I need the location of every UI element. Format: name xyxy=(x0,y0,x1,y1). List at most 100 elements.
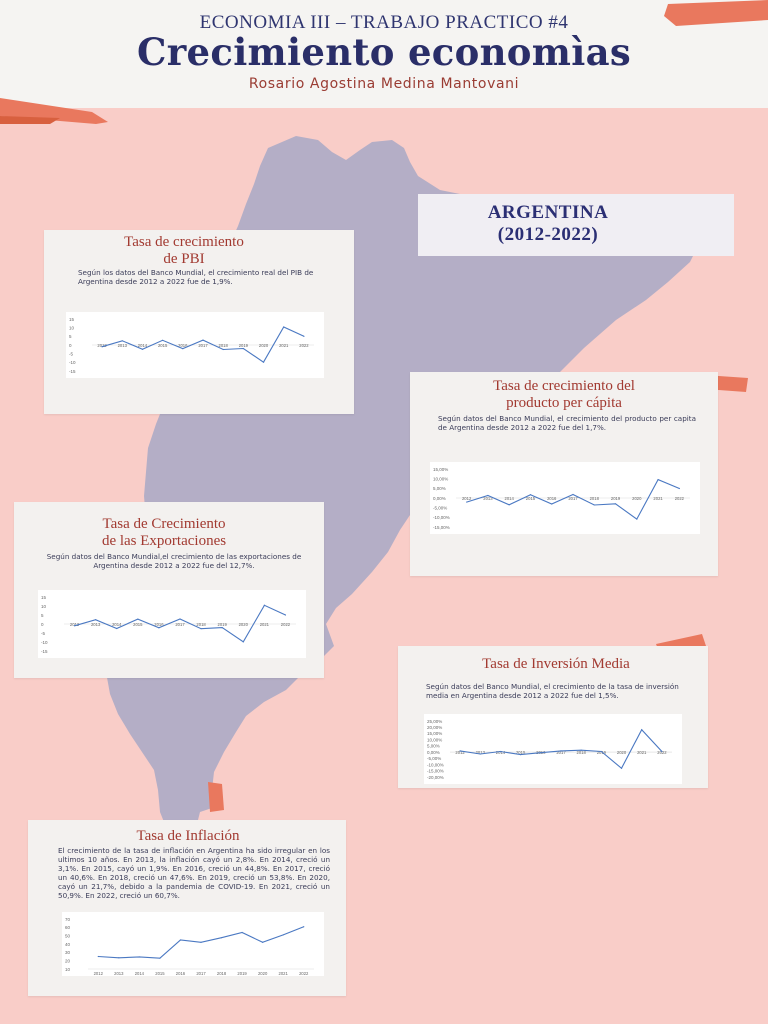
x-tick-label: 2022 xyxy=(299,343,309,348)
card-exports-title-2: de las Exportaciones xyxy=(101,533,227,549)
country-box: ARGENTINA (2012-2022) xyxy=(418,194,734,256)
x-tick-label: 2014 xyxy=(138,343,148,348)
x-tick-label: 2017 xyxy=(196,971,206,976)
card-pbi-title-1: Tasa de crecimiento xyxy=(124,234,244,250)
tape-inflation xyxy=(208,782,224,812)
data-point xyxy=(636,518,638,520)
x-tick-label: 2012 xyxy=(455,750,465,755)
data-point xyxy=(179,618,181,620)
y-tick-label: -15,00% xyxy=(433,525,450,530)
data-point xyxy=(202,339,204,341)
data-point xyxy=(262,941,264,943)
y-tick-label: 30 xyxy=(65,950,71,955)
card-inflation-title: Tasa de Inflación xyxy=(136,828,240,844)
y-tick-label: 5,00% xyxy=(427,744,440,749)
data-point xyxy=(200,628,202,630)
y-tick-label: 15 xyxy=(69,317,75,322)
x-tick-label: 2015 xyxy=(158,343,168,348)
data-point xyxy=(614,503,617,505)
card-inflation-text: El crecimiento de la tasa de inflación e… xyxy=(58,846,330,900)
y-tick-label: 5,00% xyxy=(433,486,446,491)
x-tick-label: 2019 xyxy=(597,750,607,755)
x-tick-label: 2019 xyxy=(218,622,228,627)
chart-exports: 15 10 5 0 -5 -10 -15 2012 2013 2014 2015 2016 2017 20… xyxy=(38,590,306,658)
x-tick-label: 2019 xyxy=(611,496,621,501)
y-tick-label: 70 xyxy=(65,917,71,922)
y-tick-label: -10 xyxy=(41,640,48,645)
x-tick-label: 2017 xyxy=(556,750,566,755)
data-point xyxy=(657,479,659,481)
y-tick-label: 0,00% xyxy=(433,496,446,501)
x-tick-label: 2021 xyxy=(279,971,289,976)
y-tick-label: 50 xyxy=(65,933,71,938)
x-tick-label: 2015 xyxy=(133,622,143,627)
data-point xyxy=(138,956,140,958)
tape-top-right xyxy=(664,0,768,26)
x-tick-label: 2020 xyxy=(239,622,249,627)
x-tick-label: 2013 xyxy=(476,750,486,755)
data-point xyxy=(242,641,244,643)
y-tick-label: 0 xyxy=(69,343,72,348)
y-tick-label: 10 xyxy=(69,325,75,330)
x-tick-label: 2013 xyxy=(118,343,128,348)
x-tick-label: 2017 xyxy=(568,496,578,501)
card-exports-text: Según datos del Banco Mundial,el crecimi… xyxy=(46,552,302,570)
y-tick-label: 10 xyxy=(41,604,47,609)
y-tick-label: -15 xyxy=(69,369,76,374)
chart-investment: 25,00% 20,00% 15,00% 10,00% 5,00% 0,00% -5,00%… xyxy=(424,714,682,784)
y-tick-label: 10,00% xyxy=(433,476,448,481)
data-point xyxy=(661,750,663,753)
x-tick-label: 2014 xyxy=(496,750,506,755)
data-point xyxy=(560,750,562,752)
author-name: Rosario Agostina Medina Mantovani xyxy=(248,76,520,92)
y-tick-label: 0 xyxy=(41,622,44,627)
x-tick-label: 2016 xyxy=(178,343,188,348)
card-investment-text: Según datos del Banco Mundial, el crecim… xyxy=(426,682,679,700)
card-per-capita-text: Según datos del Banco Mundial, el crecim… xyxy=(438,414,696,432)
x-tick-label: 2018 xyxy=(219,343,229,348)
data-point xyxy=(182,348,184,350)
x-tick-label: 2017 xyxy=(175,622,185,627)
data-point xyxy=(600,750,602,753)
data-point xyxy=(179,939,182,941)
y-tick-label: 5 xyxy=(69,334,72,339)
x-tick-label: 2016 xyxy=(154,622,164,627)
chart-exports-svg: 15 10 5 0 -5 -10 -15 2012 2013 2014 2015 2016 2017 20… xyxy=(41,595,296,654)
x-tick-label: 2021 xyxy=(279,343,289,348)
y-tick-label: -10 xyxy=(69,360,76,365)
x-tick-label: 2015 xyxy=(516,750,526,755)
data-point xyxy=(580,749,582,751)
data-point xyxy=(222,348,224,351)
data-point xyxy=(158,627,160,629)
y-tick-label: 20 xyxy=(65,958,71,963)
data-point xyxy=(282,934,284,936)
card-per-capita-title-1: Tasa de crecimiento del xyxy=(493,378,635,394)
data-point xyxy=(137,618,139,620)
y-tick-label: 25,00% xyxy=(427,719,442,724)
chart-per-capita-svg: 15,00% 10,00% 5,00% 0,00% -5,00% -10,00% -15,0… xyxy=(433,467,690,530)
data-point xyxy=(162,339,164,341)
y-tick-label: 40 xyxy=(65,942,71,947)
x-tick-label: 2016 xyxy=(547,496,557,501)
data-point xyxy=(303,335,305,337)
data-point xyxy=(499,750,502,753)
data-point xyxy=(678,487,680,490)
x-tick-label: 2012 xyxy=(70,622,80,627)
header: ECONOMIA III – TRABAJO PRACTICO #4 Creci… xyxy=(0,0,768,108)
data-point xyxy=(200,941,202,943)
data-point xyxy=(593,504,595,506)
y-tick-label: 60 xyxy=(65,925,71,930)
y-tick-label: 20,00% xyxy=(427,725,442,730)
x-tick-label: 2019 xyxy=(239,343,249,348)
x-tick-label: 2022 xyxy=(675,496,685,501)
x-tick-label: 2017 xyxy=(198,343,208,348)
data-point xyxy=(641,729,643,731)
series-line xyxy=(460,728,663,770)
x-tick-label: 2012 xyxy=(97,343,107,348)
chart-inflation-svg: 70 60 50 40 30 20 10 2012 2013 2014 2015 2016 2017 20… xyxy=(65,917,314,976)
y-tick-label: -5 xyxy=(69,351,73,356)
x-tick-label: 2013 xyxy=(114,971,124,976)
x-tick-label: 2012 xyxy=(462,496,472,501)
chart-pbi-svg: 15 10 5 0 -5 -10 -15 2012 2013 2014 2015 2016 2017 20… xyxy=(69,317,314,374)
data-point xyxy=(101,346,103,348)
